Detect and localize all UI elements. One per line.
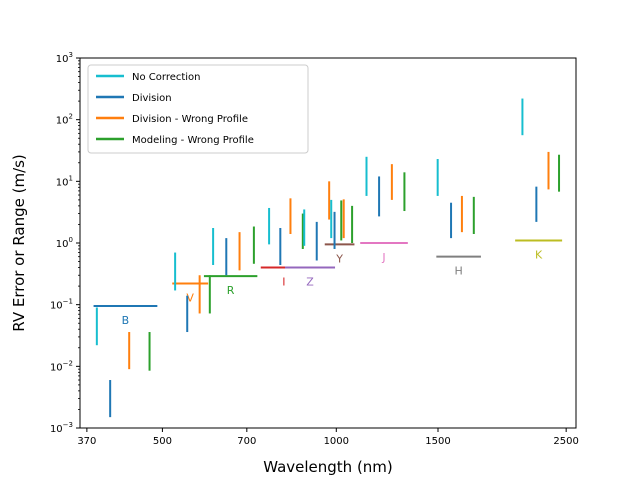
band-label: I: [282, 276, 285, 289]
y-tick-label: 10−2: [50, 359, 73, 373]
x-tick-label: 700: [237, 436, 256, 447]
x-tick-label: 1500: [425, 436, 450, 447]
band-label: Z: [306, 276, 314, 289]
y-tick-label: 103: [56, 51, 73, 65]
band-label: V: [186, 292, 194, 305]
legend-label: Division: [132, 93, 172, 104]
legend: No Correction Division Division - Wrong Pr…: [87, 64, 309, 154]
legend-box: [87, 64, 309, 154]
legend-label: Division - Wrong Profile: [132, 114, 248, 125]
band-label: B: [122, 314, 130, 327]
x-tick-label: 1000: [324, 436, 349, 447]
y-tick-label: 102: [56, 113, 73, 127]
y-tick-label: 100: [56, 236, 73, 250]
band-label: J: [381, 251, 385, 264]
band-label: K: [535, 248, 543, 261]
y-tick-label: 10−1: [50, 298, 73, 312]
x-tick-label: 370: [77, 436, 96, 447]
band-label: H: [455, 265, 463, 278]
axis-ticks: 370 500 700 1000 1500 2500 10−3 10−2 10−1 100 101 1…: [50, 51, 579, 447]
legend-label: No Correction: [132, 72, 201, 83]
plot-area: B V R I Z Y J H K: [93, 98, 563, 418]
y-tick-label: 101: [56, 174, 73, 188]
x-tick-label: 2500: [553, 436, 578, 447]
y-axis-label: RV Error or Range (m/s): [10, 154, 28, 332]
legend-label: Modeling - Wrong Profile: [132, 135, 254, 146]
band-label: R: [227, 284, 235, 297]
y-tick-label: 10−3: [50, 421, 73, 435]
band-label: Y: [335, 252, 343, 265]
x-tick-label: 500: [153, 436, 172, 447]
x-axis-label: Wavelength (nm): [263, 458, 393, 476]
